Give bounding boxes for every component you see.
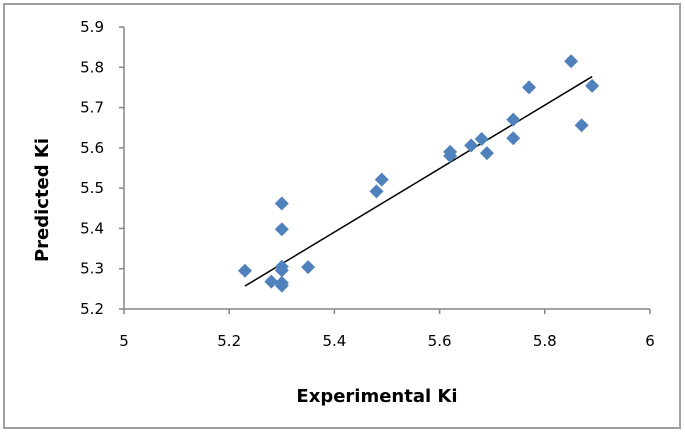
data-point bbox=[443, 148, 458, 163]
data-point bbox=[585, 78, 600, 93]
chart-frame bbox=[3, 3, 681, 429]
y-axis-title: Predicted Ki bbox=[32, 138, 53, 262]
y-tick-label: 5.3 bbox=[80, 260, 104, 278]
data-point bbox=[274, 263, 289, 278]
data-point bbox=[474, 131, 489, 146]
data-point bbox=[506, 112, 521, 127]
x-tick-label: 5.8 bbox=[533, 332, 557, 350]
data-point bbox=[274, 222, 289, 237]
y-tick-label: 5.2 bbox=[80, 300, 104, 318]
axes: 5 5.2 5.4 5.6 5.8 6 5.2 5.3 5.4 5.5 5.6 5.7 5.8 5.9 bbox=[80, 18, 655, 350]
x-axis-title: Experimental Ki bbox=[296, 386, 457, 407]
data-point bbox=[464, 138, 479, 153]
y-tick-label: 5.9 bbox=[80, 18, 104, 36]
data-point bbox=[479, 146, 494, 161]
y-tick-label: 5.8 bbox=[80, 58, 104, 76]
data-point bbox=[564, 54, 579, 69]
x-tick-label: 6 bbox=[645, 332, 655, 350]
x-tick-label: 5.4 bbox=[322, 332, 346, 350]
x-tick-label: 5 bbox=[119, 332, 129, 350]
data-point bbox=[522, 80, 537, 95]
y-tick-label: 5.4 bbox=[80, 219, 104, 237]
data-point bbox=[574, 118, 589, 133]
y-tick-label: 5.6 bbox=[80, 139, 104, 157]
y-tick-label: 5.5 bbox=[80, 179, 104, 197]
trendline-group bbox=[244, 75, 593, 287]
data-point bbox=[369, 184, 384, 199]
y-tick-label: 5.7 bbox=[80, 99, 104, 117]
x-tick-label: 5.2 bbox=[217, 332, 241, 350]
data-point bbox=[237, 263, 252, 278]
data-point bbox=[264, 274, 279, 289]
data-points bbox=[237, 54, 600, 293]
data-point bbox=[274, 196, 289, 211]
x-tick-label: 5.6 bbox=[428, 332, 452, 350]
data-point bbox=[506, 131, 521, 146]
data-point bbox=[274, 278, 289, 293]
data-point bbox=[301, 260, 316, 275]
data-point bbox=[374, 172, 389, 187]
trendline bbox=[244, 75, 593, 287]
